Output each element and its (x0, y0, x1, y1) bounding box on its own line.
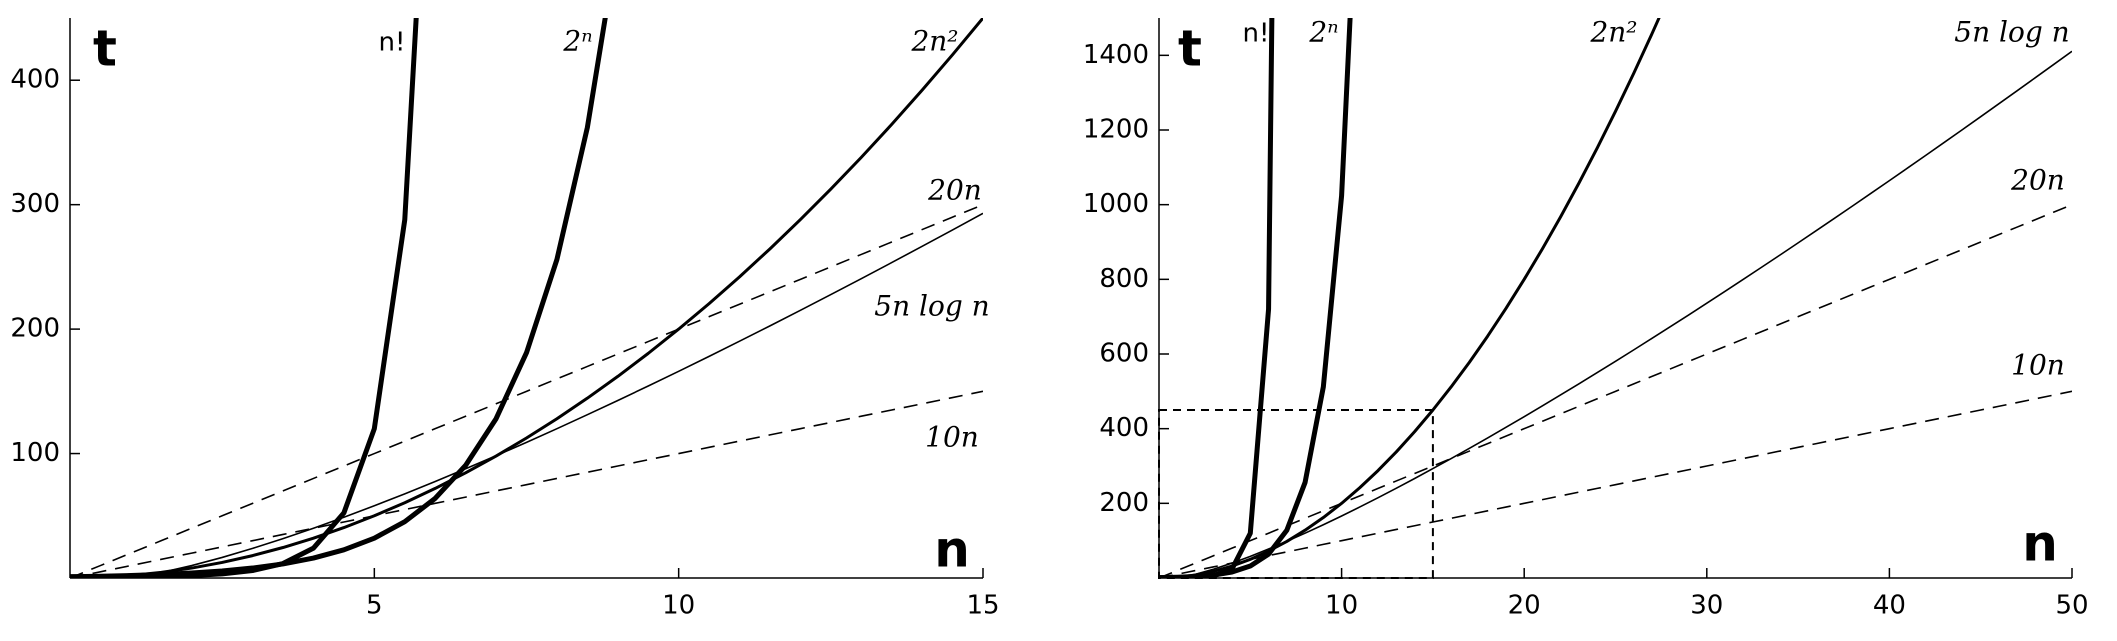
y-tick-label: 400 (10, 65, 60, 95)
y-axis-label: t (93, 20, 117, 78)
series-line (70, 18, 608, 578)
plot (1159, 18, 2072, 578)
series-line (1159, 18, 1275, 578)
x-tick-label: 15 (966, 591, 999, 621)
y-tick-label: 1400 (1083, 40, 1149, 70)
series-line (70, 18, 419, 578)
y-tick-label: 800 (1099, 264, 1149, 294)
series-line (70, 390, 983, 578)
series-label: 5n log n (874, 290, 989, 323)
series-label: n! (1243, 19, 1270, 49)
y-tick-label: 600 (1099, 339, 1149, 369)
series-label: 2n² (910, 25, 958, 58)
zoom-box (1158, 409, 1434, 579)
series-line (70, 212, 983, 578)
series-label: 5n log n (1954, 16, 2069, 49)
y-tick-label: 1000 (1083, 189, 1149, 219)
y-tick-label: 200 (10, 314, 60, 344)
series-label: 2ⁿ (562, 25, 592, 58)
series-label: 10n (925, 421, 979, 454)
x-tick-label: 30 (1690, 591, 1723, 621)
plot (70, 18, 983, 578)
y-tick-label: 300 (10, 189, 60, 219)
x-tick-label: 40 (1873, 591, 1906, 621)
y-tick-label: 100 (10, 438, 60, 468)
series-line (70, 203, 983, 578)
series-label: 10n (2011, 349, 2065, 382)
series-line (1159, 18, 1353, 578)
series-line (1159, 18, 1661, 578)
x-tick-label: 10 (662, 591, 695, 621)
x-tick-label: 20 (1508, 591, 1541, 621)
x-tick-label: 50 (2055, 591, 2088, 621)
y-tick-label: 1200 (1083, 115, 1149, 145)
series-label: 2ⁿ (1308, 16, 1338, 49)
x-tick-label: 10 (1325, 591, 1358, 621)
y-axis-label: t (1178, 20, 1202, 78)
series-line (1159, 203, 2072, 578)
y-tick-label: 400 (1099, 413, 1149, 443)
series-label: 2n² (1589, 16, 1637, 49)
series-line (1159, 390, 2072, 578)
series-label: 20n (927, 174, 982, 207)
x-axis-label: n (934, 521, 970, 579)
x-axis-label: n (2022, 515, 2058, 573)
series-line (70, 18, 983, 578)
x-tick-label: 5 (366, 591, 383, 621)
y-tick-label: 200 (1099, 488, 1149, 518)
series-label: 20n (2010, 164, 2065, 197)
series-label: n! (379, 28, 406, 58)
series-line (1159, 50, 2072, 578)
